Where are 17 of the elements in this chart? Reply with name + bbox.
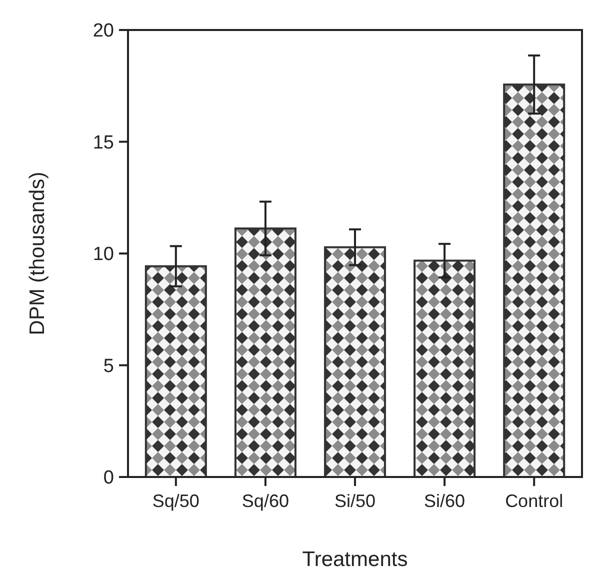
y-tick-label: 10: [92, 244, 114, 266]
bar: [144, 265, 207, 478]
x-axis-title: Treatments: [302, 548, 408, 571]
y-axis-title: DPM (thousands): [26, 172, 49, 336]
bar: [324, 246, 386, 478]
bar: [503, 84, 566, 478]
y-tick-label: 15: [92, 132, 114, 154]
bar: [234, 227, 296, 478]
y-tick-label: 20: [92, 20, 114, 42]
x-tick-label: Si/60: [424, 491, 466, 511]
x-tick-label: Sq/50: [152, 491, 200, 511]
x-tick-label: Si/50: [334, 491, 376, 511]
bar: [414, 260, 476, 478]
x-tick-label: Control: [505, 491, 564, 511]
y-tick-label: 0: [103, 468, 114, 489]
y-tick-label: 5: [103, 356, 114, 377]
x-tick-label: Sq/60: [242, 491, 289, 511]
